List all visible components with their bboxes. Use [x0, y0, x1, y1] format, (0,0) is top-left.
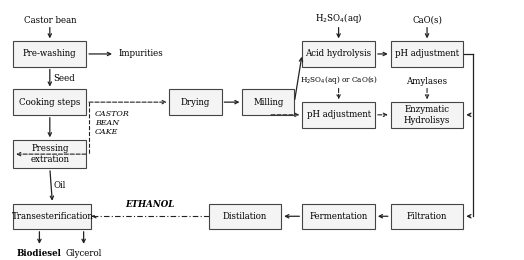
Text: Fermentation: Fermentation: [310, 212, 368, 221]
Text: CaO(s): CaO(s): [412, 16, 442, 25]
Text: Pre-washing: Pre-washing: [23, 49, 77, 58]
Text: Seed: Seed: [53, 74, 75, 82]
Text: Glycerol: Glycerol: [66, 249, 102, 258]
FancyBboxPatch shape: [302, 41, 375, 67]
FancyBboxPatch shape: [302, 204, 375, 229]
Text: Amylases: Amylases: [407, 77, 447, 86]
Text: ETHANOL: ETHANOL: [125, 200, 174, 209]
FancyBboxPatch shape: [169, 89, 222, 115]
FancyBboxPatch shape: [209, 204, 281, 229]
Text: Enzymatic
Hydrolisys: Enzymatic Hydrolisys: [404, 105, 450, 125]
Text: Transesterification: Transesterification: [12, 212, 93, 221]
Text: Filtration: Filtration: [407, 212, 447, 221]
Text: Drying: Drying: [181, 98, 210, 107]
Text: Biodiesel: Biodiesel: [17, 249, 62, 258]
Text: Impurities: Impurities: [118, 49, 163, 58]
Text: Acid hydrolysis: Acid hydrolysis: [305, 49, 372, 58]
Text: CASTOR
BEAN
CAKE: CASTOR BEAN CAKE: [95, 110, 130, 136]
FancyBboxPatch shape: [242, 89, 294, 115]
Text: Milling: Milling: [253, 98, 283, 107]
FancyBboxPatch shape: [302, 102, 375, 127]
Text: Castor bean: Castor bean: [24, 16, 76, 25]
Text: pH adjustment: pH adjustment: [307, 110, 370, 119]
Text: Pressing
extration: Pressing extration: [30, 145, 69, 164]
FancyBboxPatch shape: [390, 41, 463, 67]
FancyBboxPatch shape: [390, 204, 463, 229]
FancyBboxPatch shape: [14, 41, 86, 67]
FancyBboxPatch shape: [390, 102, 463, 127]
Text: H$_2$SO$_4$(aq): H$_2$SO$_4$(aq): [315, 11, 363, 25]
FancyBboxPatch shape: [14, 204, 92, 229]
Text: pH adjustment: pH adjustment: [395, 49, 459, 58]
Text: Distilation: Distilation: [223, 212, 267, 221]
FancyBboxPatch shape: [14, 140, 86, 168]
Text: Cooking steps: Cooking steps: [19, 98, 81, 107]
FancyBboxPatch shape: [14, 89, 86, 115]
Text: Oil: Oil: [53, 181, 66, 190]
Text: H$_2$SO$_4$(aq) or CaO(s): H$_2$SO$_4$(aq) or CaO(s): [300, 74, 378, 86]
